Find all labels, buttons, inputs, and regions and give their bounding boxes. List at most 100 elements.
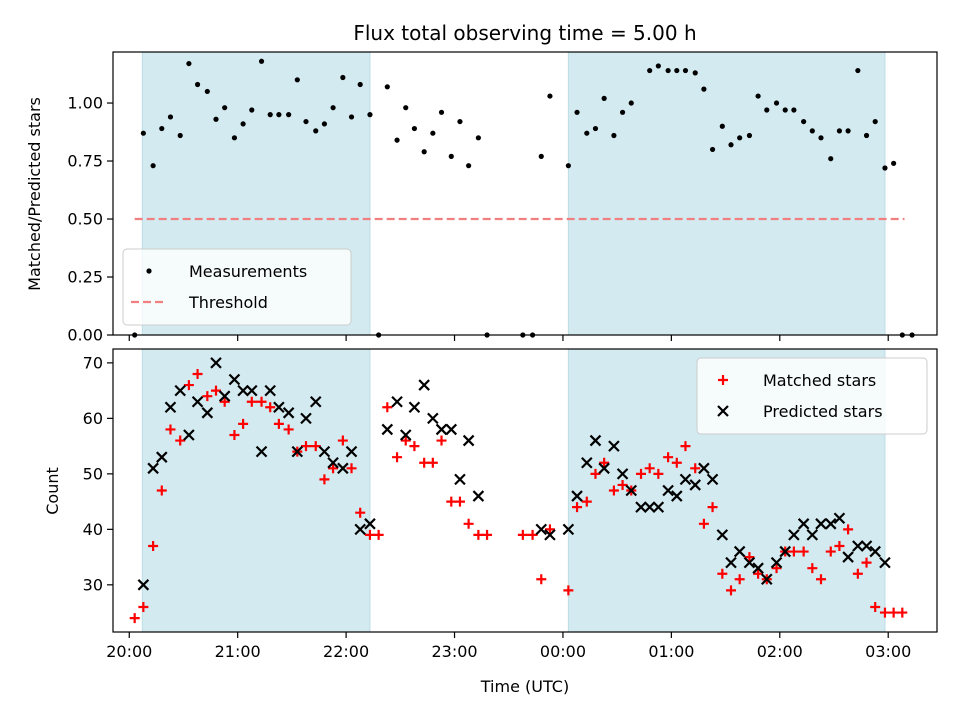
bottom-predicted-stars-point: [164, 401, 177, 414]
bottom-matched-stars-point: [300, 441, 311, 452]
top-y-axis-label: Matched/Predicted stars: [25, 97, 44, 291]
bottom-predicted-stars-point: [191, 395, 204, 408]
bottom-predicted-stars-point: [824, 518, 837, 530]
bottom-predicted-stars-point: [318, 445, 331, 458]
bottom-predicted-stars-point: [589, 434, 602, 447]
bottom-predicted-stars-point: [544, 529, 556, 541]
bottom-matched-stars-point: [400, 435, 411, 446]
bottom-predicted-stars-point: [625, 484, 638, 497]
bottom-matched-stars-point: [888, 607, 899, 618]
bottom-legend-marker: [718, 375, 728, 385]
top-measurements-point: [601, 95, 607, 101]
bottom-predicted-stars-point: [337, 462, 349, 475]
top-measurements-point: [574, 109, 580, 115]
top-measurements-point: [167, 114, 174, 120]
bottom-matched-stars-point: [636, 468, 647, 479]
top-measurements-point: [213, 116, 219, 122]
top-shaded-region-2: [567, 51, 886, 336]
top-measurements-point: [782, 107, 788, 113]
top-measurements-point: [682, 67, 689, 74]
bottom-matched-stars-point: [815, 574, 826, 585]
top-measurements-point: [628, 100, 634, 106]
bottom-predicted-stars-point: [652, 501, 665, 513]
bottom-matched-stars-point: [544, 524, 555, 535]
bottom-predicted-stars-point: [806, 529, 819, 541]
top-measurements-point: [321, 121, 328, 127]
top-measurements-point: [267, 112, 273, 118]
bottom-matched-stars-point: [653, 468, 664, 479]
bottom-predicted-stars-point: [309, 395, 322, 408]
top-measurements-point: [674, 67, 680, 74]
bottom-predicted-stars-point: [716, 529, 729, 541]
top-measurements-point: [258, 58, 265, 64]
bottom-x-tick-label: 20:00: [106, 642, 152, 661]
bottom-matched-stars-point: [454, 496, 465, 507]
top-measurements-point: [348, 114, 355, 120]
bottom-predicted-stars-point: [218, 390, 231, 402]
top-measurements-point: [592, 125, 599, 132]
top-measurements-point: [701, 86, 707, 92]
bottom-matched-stars-point: [328, 463, 339, 474]
bottom-matched-stars-point: [825, 546, 836, 557]
bottom-matched-stars-point: [319, 474, 330, 485]
top-measurements-point: [863, 132, 870, 139]
top-axes-frame: [112, 51, 938, 336]
top-legend-label: Measurements: [189, 262, 307, 281]
top-measurements-point: [276, 112, 282, 118]
top-measurements-point: [403, 105, 409, 111]
bottom-y-tick-label: 60: [83, 409, 103, 428]
top-measurements-point: [367, 112, 373, 118]
top-measurements-point: [330, 105, 336, 111]
bottom-predicted-stars-point: [137, 579, 150, 591]
top-measurements-point: [448, 153, 454, 159]
bottom-legend-label: Predicted stars: [763, 402, 883, 421]
top-legend-label: Threshold: [188, 293, 268, 312]
top-panel-ratio: 0.00 0.25 0.50 0.75 1.00 Measurements Threshol…: [67, 51, 938, 345]
top-measurements-point: [249, 107, 255, 113]
bottom-predicted-stars-point: [445, 423, 458, 436]
top-measurements-point: [755, 93, 761, 99]
top-measurements-point: [421, 149, 427, 155]
bottom-predicted-stars-point: [698, 462, 710, 475]
top-measurements-point: [584, 130, 590, 136]
bottom-x-tick-label: 03:00: [865, 642, 911, 661]
bottom-predicted-stars-point: [381, 423, 394, 436]
bottom-predicted-stars-point: [815, 518, 827, 530]
top-measurements-point: [303, 118, 309, 125]
bottom-predicted-stars-point: [300, 412, 312, 425]
top-measurements-point: [313, 128, 319, 134]
bottom-predicted-stars-point: [752, 562, 764, 574]
bottom-predicted-stars-point: [237, 384, 249, 397]
bottom-matched-stars-point: [202, 391, 213, 402]
bottom-y-tick-label: 30: [83, 575, 103, 594]
bottom-predicted-stars-point: [779, 545, 791, 558]
bottom-x-tick-label: 00:00: [540, 642, 586, 661]
bottom-legend: Matched stars Predicted stars: [696, 357, 928, 435]
bottom-matched-stars-point: [717, 568, 728, 579]
bottom-predicted-stars-point: [255, 445, 268, 458]
bottom-matched-stars-point: [663, 452, 674, 463]
top-measurements-point: [809, 128, 815, 134]
top-measurements-point: [231, 135, 238, 141]
bottom-y-tick-label: 50: [83, 464, 103, 483]
top-measurements-point: [384, 84, 390, 90]
bottom-matched-stars-point: [563, 585, 574, 596]
top-measurements-point: [411, 125, 418, 132]
top-y-tick-label: 1.00: [67, 94, 103, 113]
bottom-predicted-stars-point: [860, 540, 873, 552]
bottom-matched-stars-point: [392, 452, 403, 463]
bottom-matched-stars-point: [572, 502, 583, 513]
bottom-matched-stars-point: [427, 457, 438, 468]
bottom-predicted-stars-point: [689, 479, 701, 491]
bottom-matched-stars-point: [798, 546, 809, 557]
bottom-predicted-stars-point: [869, 545, 881, 558]
top-measurements-point: [818, 135, 824, 141]
bottom-matched-stars-point: [211, 385, 221, 396]
bottom-matched-stars-point: [446, 496, 457, 507]
bottom-predicted-stars-point: [571, 490, 583, 502]
bottom-predicted-stars-point: [264, 384, 276, 397]
bottom-predicted-stars-point: [879, 556, 891, 569]
bottom-matched-stars-point: [482, 529, 493, 540]
